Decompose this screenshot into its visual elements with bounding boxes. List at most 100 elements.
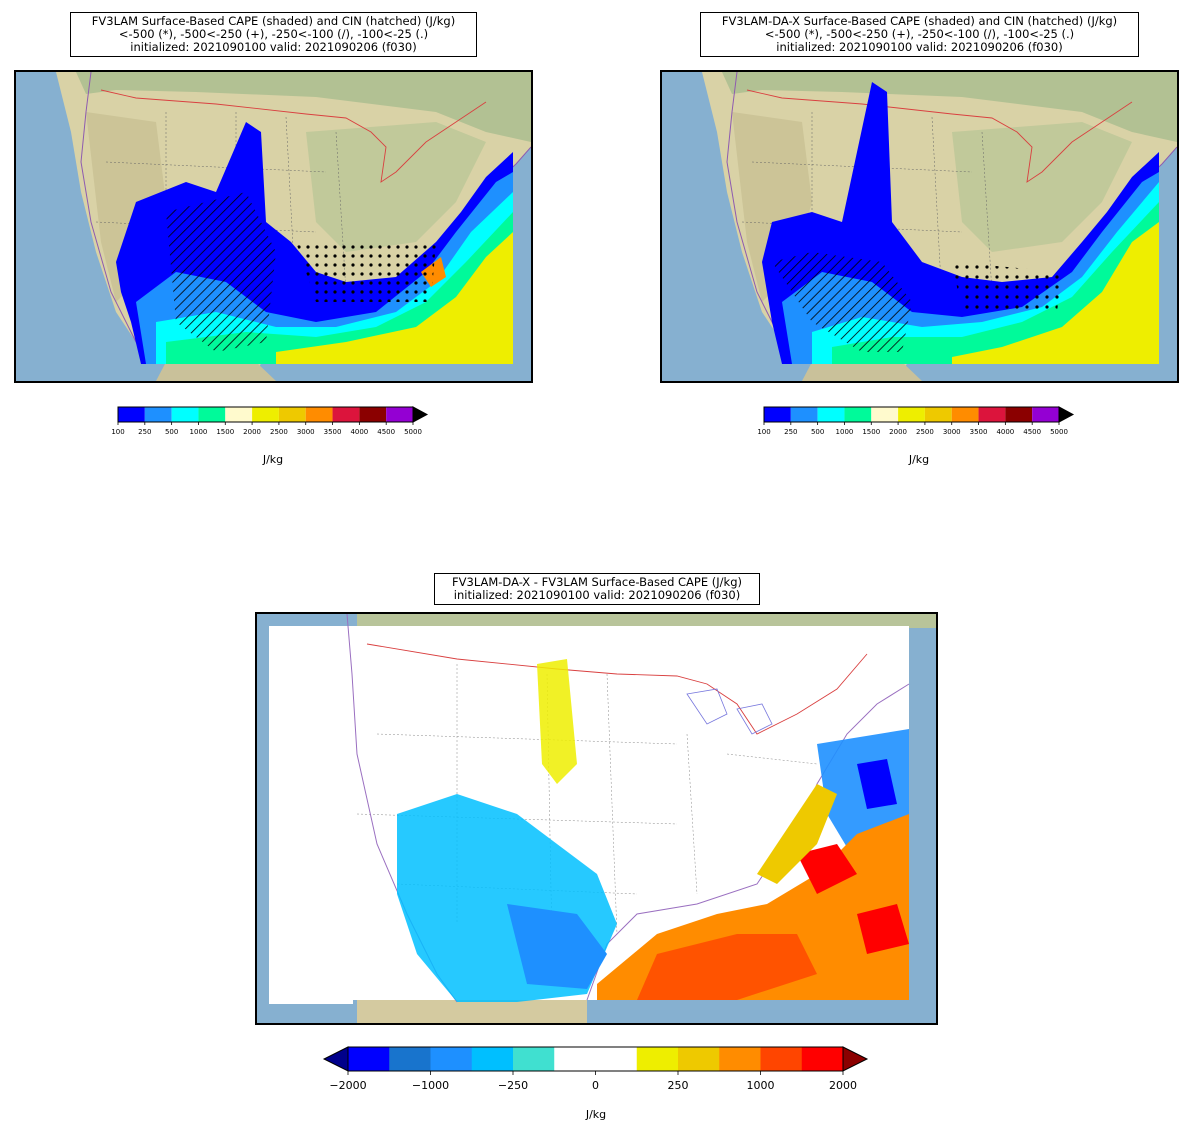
colorbar-tick-label: −2000 — [329, 1079, 366, 1092]
mexico-land — [156, 362, 276, 381]
us-canada-border — [100, 89, 487, 183]
colorbar-tick-label: 2000 — [889, 428, 907, 436]
diff-negative-core — [507, 904, 607, 989]
cape-yellow-region — [276, 232, 513, 364]
colorbar-swatch — [198, 407, 226, 422]
cin-dots-region — [952, 262, 1062, 312]
panel1-title-line3: initialized: 2021090100 valid: 202109020… — [130, 40, 417, 54]
colorbar-tick-label: 2000 — [243, 428, 261, 436]
panel2-colorbar-svg: 100 250 500 1000 1500 2000 2500 3000 3500 4000 450… — [757, 406, 1075, 436]
panel3-colorbar-svg: −2000 −1000 −250 0 250 1000 2000 — [322, 1046, 869, 1092]
colorbar-tick-label: 2500 — [270, 428, 288, 436]
colorbar-swatch — [871, 407, 899, 422]
diff-positive-red — [797, 844, 909, 954]
colorbar-extend-high-arrow — [842, 1046, 869, 1072]
panel1-title-line2: <-500 (*), -500<-250 (+), -250<-100 (/),… — [118, 27, 429, 41]
colorbar-tick-label: 100 — [111, 428, 124, 436]
panel3-colorbar: −2000 −1000 −250 0 250 1000 2000 — [322, 1046, 872, 1102]
panel1-colorbar: 100 250 500 1000 1500 2000 2500 3000 3500 4000 450… — [111, 406, 447, 442]
colorbar-swatch — [171, 407, 199, 422]
colorbar-swatch — [144, 407, 172, 422]
cin-dots-region — [296, 242, 436, 302]
panel1-colorbar-label: J/kg — [262, 453, 284, 466]
cape-yellow-region — [952, 222, 1159, 364]
colorbar-swatch — [278, 407, 306, 422]
diff-positive-gulf — [637, 934, 817, 1000]
colorbar-swatch — [430, 1047, 473, 1071]
colorbar-tick-label: 1500 — [216, 428, 234, 436]
colorbar-tick-label: −1000 — [412, 1079, 449, 1092]
colorbar-swatch — [348, 1047, 390, 1071]
diff-negative-deep — [857, 759, 897, 809]
colorbar-tick-label: −250 — [498, 1079, 528, 1092]
colorbar-tick-label: 4000 — [996, 428, 1014, 436]
colorbar-tick-label: 3000 — [297, 428, 315, 436]
colorbar-tick-label: 1000 — [190, 428, 208, 436]
panel2-map-svg — [662, 72, 1177, 381]
colorbar-tick-label: 1000 — [747, 1079, 775, 1092]
colorbar-extend-low-arrow — [322, 1046, 349, 1072]
colorbar-swatch — [801, 1047, 844, 1071]
colorbar-tick-label: 5000 — [1050, 428, 1068, 436]
colorbar-swatch — [978, 407, 1006, 422]
colorbar-tick-label: 3500 — [970, 428, 988, 436]
panel3-map — [255, 612, 938, 1025]
panel3-title-line1: FV3LAM-DA-X - FV3LAM Surface-Based CAPE … — [452, 575, 742, 589]
land-canada-green — [722, 72, 1177, 142]
colorbar-tick-label: 1000 — [836, 428, 854, 436]
colorbar-tick-label: 1500 — [862, 428, 880, 436]
panel2-colorbar-label: J/kg — [908, 453, 930, 466]
colorbar-swatch — [719, 1047, 761, 1071]
mexico-land — [802, 362, 922, 381]
colorbar-tick-label: 250 — [138, 428, 151, 436]
panel2-title-line1: FV3LAM-DA-X Surface-Based CAPE (shaded) … — [721, 14, 1118, 28]
panel3-title: FV3LAM-DA-X - FV3LAM Surface-Based CAPE … — [434, 573, 760, 605]
colorbar-swatch — [844, 407, 872, 422]
cin-hatch-region — [772, 252, 912, 352]
us-canada-border — [746, 89, 1133, 183]
land-east-green — [952, 122, 1132, 252]
panel1-colorbar-svg: 100 250 500 1000 1500 2000 2500 3000 3500 4000 450… — [111, 406, 429, 436]
great-lakes — [686, 688, 773, 735]
panel3-colorbar-label: J/kg — [585, 1108, 607, 1121]
panel3-title-line2: initialized: 2021090100 valid: 202109020… — [453, 588, 741, 602]
land-edge-top — [357, 614, 936, 628]
colorbar-extend-arrow — [412, 406, 429, 423]
mexico-land — [357, 1000, 587, 1023]
colorbar-tick-label: 500 — [165, 428, 178, 436]
colorbar-swatch — [252, 407, 279, 422]
colorbar-swatch — [332, 407, 360, 422]
panel2-title-line2: <-500 (*), -500<-250 (+), -250<-100 (/),… — [764, 27, 1075, 41]
colorbar-swatch — [790, 407, 818, 422]
panel2-colorbar: 100 250 500 1000 1500 2000 2500 3000 3500 4000 450… — [757, 406, 1093, 442]
colorbar-swatch — [898, 407, 925, 422]
colorbar-tick-label: 3000 — [943, 428, 961, 436]
colorbar-tick-label: 2000 — [829, 1079, 857, 1092]
colorbar-tick-label: 0 — [592, 1079, 599, 1092]
colorbar-swatch — [817, 407, 845, 422]
colorbar-swatch — [951, 407, 979, 422]
diff-positive-yellow — [537, 659, 577, 784]
land-canada-green — [76, 72, 531, 142]
colorbar-tick-label: 4000 — [350, 428, 368, 436]
colorbar-tick-label: 3500 — [324, 428, 342, 436]
colorbar-swatch — [386, 407, 413, 422]
diff-positive-coast — [757, 784, 837, 884]
colorbar-tick-label: 4500 — [1023, 428, 1041, 436]
panel3-map-svg — [257, 614, 936, 1023]
colorbar-swatch — [389, 1047, 431, 1071]
colorbar-swatch — [764, 407, 791, 422]
colorbar-swatch — [924, 407, 952, 422]
colorbar-swatch — [678, 1047, 720, 1071]
colorbar-swatch — [225, 407, 253, 422]
colorbar-tick-label: 500 — [811, 428, 824, 436]
panel2-map — [660, 70, 1179, 383]
panel1-title: FV3LAM Surface-Based CAPE (shaded) and C… — [70, 12, 477, 57]
colorbar-swatch — [636, 1047, 679, 1071]
panel2-title: FV3LAM-DA-X Surface-Based CAPE (shaded) … — [700, 12, 1139, 57]
colorbar-tick-label: 100 — [757, 428, 770, 436]
colorbar-swatch — [471, 1047, 514, 1071]
panel2-title-line3: initialized: 2021090100 valid: 202109020… — [776, 40, 1063, 54]
colorbar-outline — [763, 406, 1060, 423]
colorbar-tick-label: 250 — [784, 428, 797, 436]
